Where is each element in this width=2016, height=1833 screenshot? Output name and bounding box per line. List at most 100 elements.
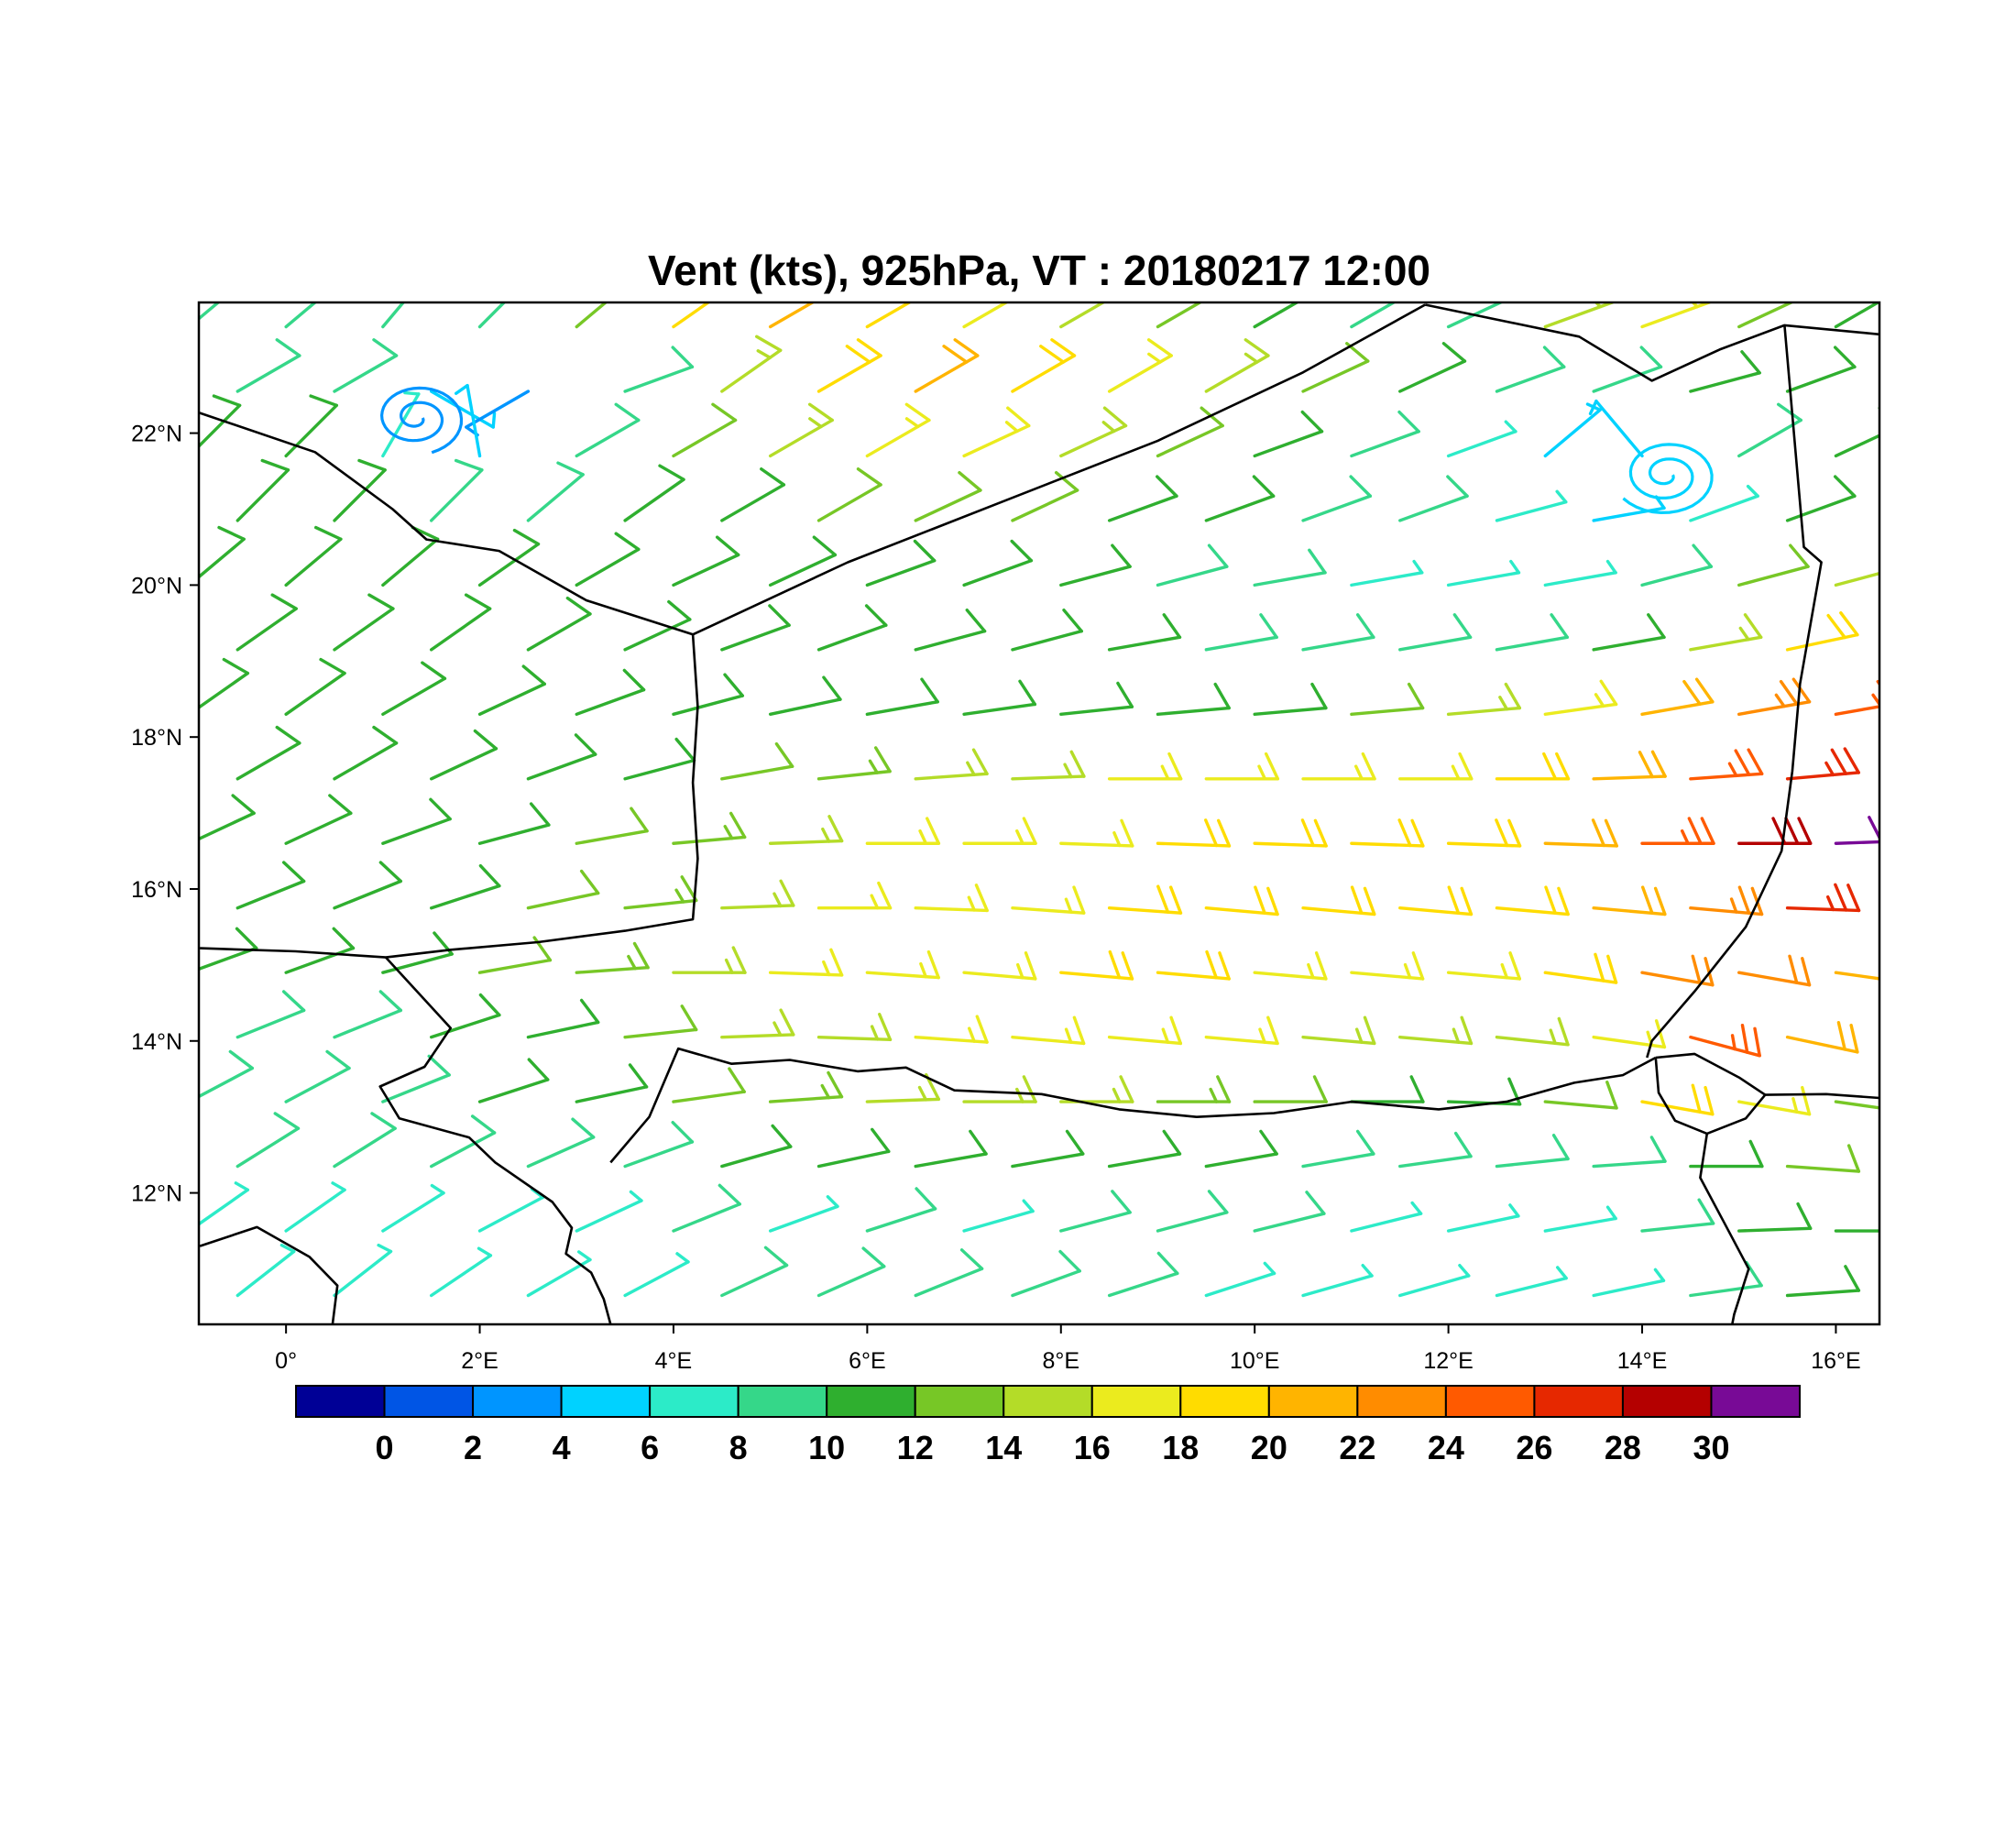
wind-barb xyxy=(768,815,844,845)
colorbar: 0 2 4 6 8 10 12 14 16 18 20 22 24 26 28 30 xyxy=(295,1385,1801,1466)
wind-barb xyxy=(199,927,258,971)
colorbar-label: 28 xyxy=(1605,1429,1641,1466)
wind-barb xyxy=(284,1049,351,1103)
wind-barb xyxy=(575,1063,649,1103)
wind-barb xyxy=(1592,1268,1666,1298)
wind-barb xyxy=(865,402,931,458)
wind-barb xyxy=(720,467,786,522)
colorbar-segment xyxy=(1179,1385,1270,1418)
wind-barb xyxy=(1785,475,1857,522)
wind-barb xyxy=(1446,1203,1520,1233)
wind-barb xyxy=(1640,302,1711,329)
wind-barb xyxy=(672,811,747,845)
country-border xyxy=(1765,1092,1879,1100)
wind-barb xyxy=(1204,1015,1279,1046)
wind-barb xyxy=(672,673,745,717)
wind-barb xyxy=(1253,818,1328,848)
wind-barb xyxy=(236,1243,296,1298)
wind-barb xyxy=(1398,1263,1471,1298)
x-axis-label: 0° xyxy=(275,1348,297,1374)
wind-barb xyxy=(1592,346,1663,393)
wind-barb xyxy=(1689,1260,1763,1298)
wind-barb xyxy=(284,794,353,845)
wind-barb xyxy=(1689,350,1761,393)
country-border xyxy=(378,956,612,1324)
wind-barb xyxy=(429,863,501,910)
colorbar-segment xyxy=(1267,1385,1359,1418)
wind-barb xyxy=(1640,677,1715,717)
wind-barb xyxy=(236,990,306,1039)
wind-barb xyxy=(1350,559,1424,587)
colorbar-segment xyxy=(1621,1385,1713,1418)
wind-barb xyxy=(1301,885,1376,916)
wind-barb xyxy=(1592,1019,1667,1049)
wind-barb xyxy=(381,1183,445,1233)
wind-barb xyxy=(575,941,650,974)
x-axis-label: 6°E xyxy=(849,1348,886,1374)
wind-barb xyxy=(1301,1263,1374,1298)
wind-barb xyxy=(526,596,592,652)
colorbar-segment xyxy=(383,1385,475,1418)
wind-barb xyxy=(865,539,937,587)
wind-barb xyxy=(720,741,794,781)
wind-barb xyxy=(1785,747,1860,781)
wind-barb xyxy=(477,302,507,329)
y-axis-label: 14°N xyxy=(131,1029,182,1055)
wind-barb xyxy=(1640,1198,1715,1233)
wind-barb xyxy=(914,1248,984,1298)
wind-barb xyxy=(962,1199,1035,1233)
wind-barb xyxy=(1884,884,1956,908)
wind-barb xyxy=(477,1187,545,1233)
wind-barb xyxy=(381,797,452,845)
wind-barb xyxy=(429,1246,493,1298)
wind-barb xyxy=(1737,817,1813,845)
wind-barb-layer xyxy=(199,302,1956,1298)
wind-barb xyxy=(1204,475,1276,522)
wind-barb xyxy=(1785,1021,1859,1054)
wind-barb xyxy=(1785,883,1861,913)
wind-barb xyxy=(816,1013,893,1042)
colorbar-segment xyxy=(649,1385,740,1418)
wind-barb xyxy=(865,817,941,845)
wind-barb xyxy=(1689,484,1759,522)
wind-barb xyxy=(1253,1075,1328,1103)
wind-barb xyxy=(199,525,246,579)
x-axis-label: 16°E xyxy=(1811,1348,1860,1374)
wind-barb xyxy=(1156,1190,1229,1233)
colorbar-segment xyxy=(1090,1385,1182,1418)
wind-barb xyxy=(575,1190,643,1233)
wind-barb xyxy=(1834,571,1879,587)
wind-barb xyxy=(1253,951,1328,981)
y-axis-label: 20°N xyxy=(131,573,182,598)
wind-barb xyxy=(720,879,795,910)
wind-barb xyxy=(575,302,608,329)
wind-barb xyxy=(1350,1201,1423,1233)
country-border xyxy=(385,634,699,959)
wind-barb xyxy=(1495,885,1570,916)
wind-barb xyxy=(477,528,541,587)
country-border xyxy=(199,411,694,636)
wind-barb xyxy=(865,949,940,980)
wind-barb xyxy=(1059,949,1134,981)
wind-barb xyxy=(1398,342,1467,393)
wind-barb xyxy=(381,1054,451,1103)
wind-barb xyxy=(1495,489,1568,522)
wind-barb xyxy=(1495,752,1571,781)
colorbar-label: 12 xyxy=(897,1429,934,1466)
wind-barb xyxy=(1592,495,1666,522)
wind-barb xyxy=(1834,816,1879,845)
wind-barb xyxy=(768,1195,839,1233)
wind-barb xyxy=(199,394,242,449)
wind-barb xyxy=(1301,613,1375,652)
wind-barb xyxy=(429,458,484,522)
wind-barb xyxy=(1834,1100,1879,1110)
plot-area xyxy=(199,302,1956,1324)
colorbar-segment xyxy=(737,1385,828,1418)
wind-barb xyxy=(1301,1015,1376,1046)
wind-barb xyxy=(1107,1251,1179,1298)
wind-barb xyxy=(720,1008,795,1039)
wind-barb xyxy=(1640,1083,1715,1116)
colorbar-label: 10 xyxy=(808,1429,845,1466)
wind-barb xyxy=(1398,475,1469,522)
wind-barb xyxy=(816,604,888,652)
